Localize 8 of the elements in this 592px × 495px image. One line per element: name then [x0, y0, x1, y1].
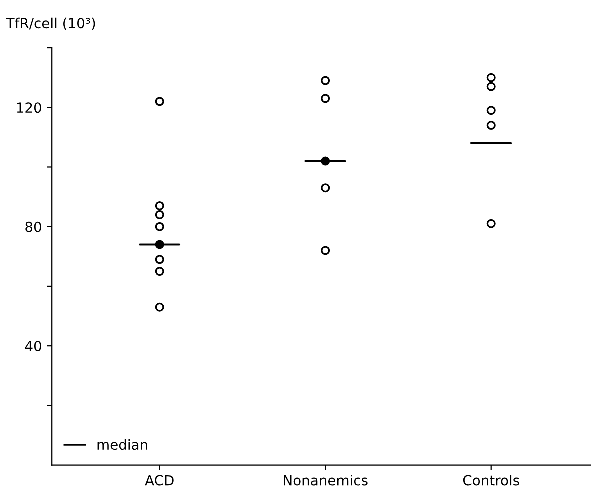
- y-tick-label: 40: [25, 341, 42, 352]
- x-tick-label: Controls: [463, 475, 520, 486]
- legend-label: median: [98, 439, 148, 450]
- x-tick-label: ACD: [145, 475, 174, 486]
- y-axis-title: TfR/cell (10³): [6, 18, 96, 30]
- y-tick-label: 120: [17, 102, 42, 114]
- x-tick-label: Nonanemics: [284, 475, 368, 486]
- y-tick-label: 80: [26, 222, 42, 232]
